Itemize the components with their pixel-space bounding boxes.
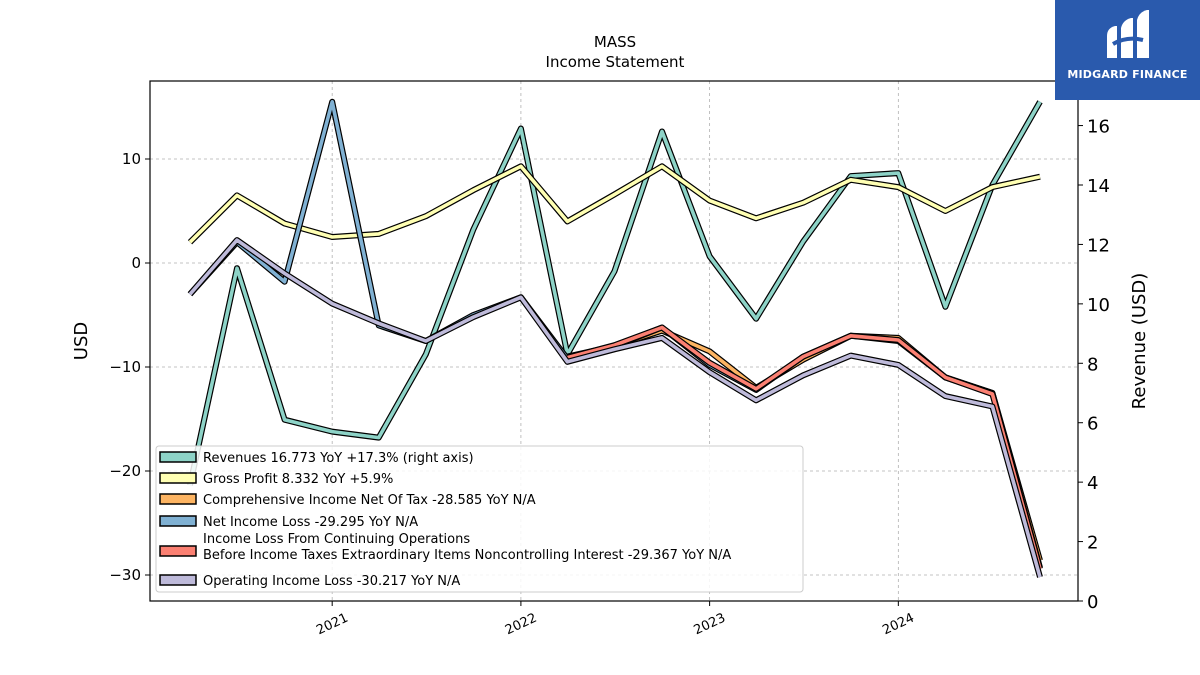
right-tick-label: 4 xyxy=(1087,473,1098,494)
right-tick-label: 6 xyxy=(1087,414,1098,435)
brand-logo: MIDGARD FINANCE xyxy=(1055,0,1200,100)
legend: Revenues 16.773 YoY +17.3% (right axis) G… xyxy=(155,445,804,593)
x-axis-ticks: 2021 2022 2023 2024 xyxy=(314,601,917,639)
x-tick-label: 2021 xyxy=(314,611,350,639)
legend-box xyxy=(155,445,804,593)
legend-label: Net Income Loss -29.295 YoY N/A xyxy=(203,515,418,530)
x-tick-label: 2022 xyxy=(503,611,539,639)
series-lines xyxy=(187,98,1043,578)
chart-title: MASS xyxy=(594,33,636,51)
right-tick-label: 16 xyxy=(1087,117,1110,138)
brand-name: MIDGARD FINANCE xyxy=(1067,68,1188,81)
series-line-outline xyxy=(187,163,1041,245)
x-tick-label: 2023 xyxy=(692,611,728,639)
legend-swatch xyxy=(159,472,197,484)
left-tick-label: 0 xyxy=(131,254,141,272)
y-axis-label-left: USD xyxy=(71,322,92,360)
series-line-revenues xyxy=(187,100,1043,486)
left-tick-label: −10 xyxy=(109,358,141,376)
left-tick-label: 10 xyxy=(122,150,141,168)
series-line-gross-profit xyxy=(187,163,1041,245)
right-tick-label: 10 xyxy=(1087,295,1110,316)
series-line-stroke xyxy=(188,164,1041,244)
series-line-operating-income-loss xyxy=(187,237,1043,578)
left-axis-ticks: 10 0 −10 −20 −30 xyxy=(109,150,150,584)
y-axis-label-right: Revenue (USD) xyxy=(1129,273,1150,410)
midgard-logo-icon xyxy=(1107,10,1149,58)
legend-swatch xyxy=(159,451,197,463)
legend-swatch xyxy=(159,493,197,505)
right-tick-label: 0 xyxy=(1087,592,1098,613)
series-line-stroke xyxy=(188,238,1042,578)
legend-label: Gross Profit 8.332 YoY +5.9% xyxy=(203,472,393,487)
right-tick-label: 12 xyxy=(1087,235,1110,256)
legend-swatch xyxy=(159,574,197,586)
left-tick-label: −20 xyxy=(109,462,141,480)
chart-subtitle: Income Statement xyxy=(546,53,685,71)
series-line-income-loss-from-continuing-operations-before-income-taxes-extraordinary-items-noncontrolling-interest xyxy=(566,324,1043,570)
right-tick-label: 2 xyxy=(1087,533,1098,554)
legend-swatch xyxy=(159,545,197,557)
x-tick-label: 2024 xyxy=(880,611,916,639)
right-tick-label: 8 xyxy=(1087,354,1098,375)
legend-swatch xyxy=(159,515,197,527)
left-tick-label: −30 xyxy=(109,566,141,584)
legend-label: Comprehensive Income Net Of Tax -28.585 … xyxy=(203,493,536,508)
legend-label: Operating Income Loss -30.217 YoY N/A xyxy=(203,574,460,589)
legend-label: Revenues 16.773 YoY +17.3% (right axis) xyxy=(203,451,474,466)
legend-label: Income Loss From Continuing Operations xyxy=(203,532,470,547)
right-tick-label: 14 xyxy=(1087,176,1110,197)
legend-label: Before Income Taxes Extraordinary Items … xyxy=(203,548,731,563)
series-line-stroke xyxy=(566,325,1042,570)
right-axis-ticks: 0 2 4 6 8 10 12 14 16 xyxy=(1078,117,1110,613)
plot-frame xyxy=(149,80,1079,602)
series-line-stroke xyxy=(188,100,1042,486)
